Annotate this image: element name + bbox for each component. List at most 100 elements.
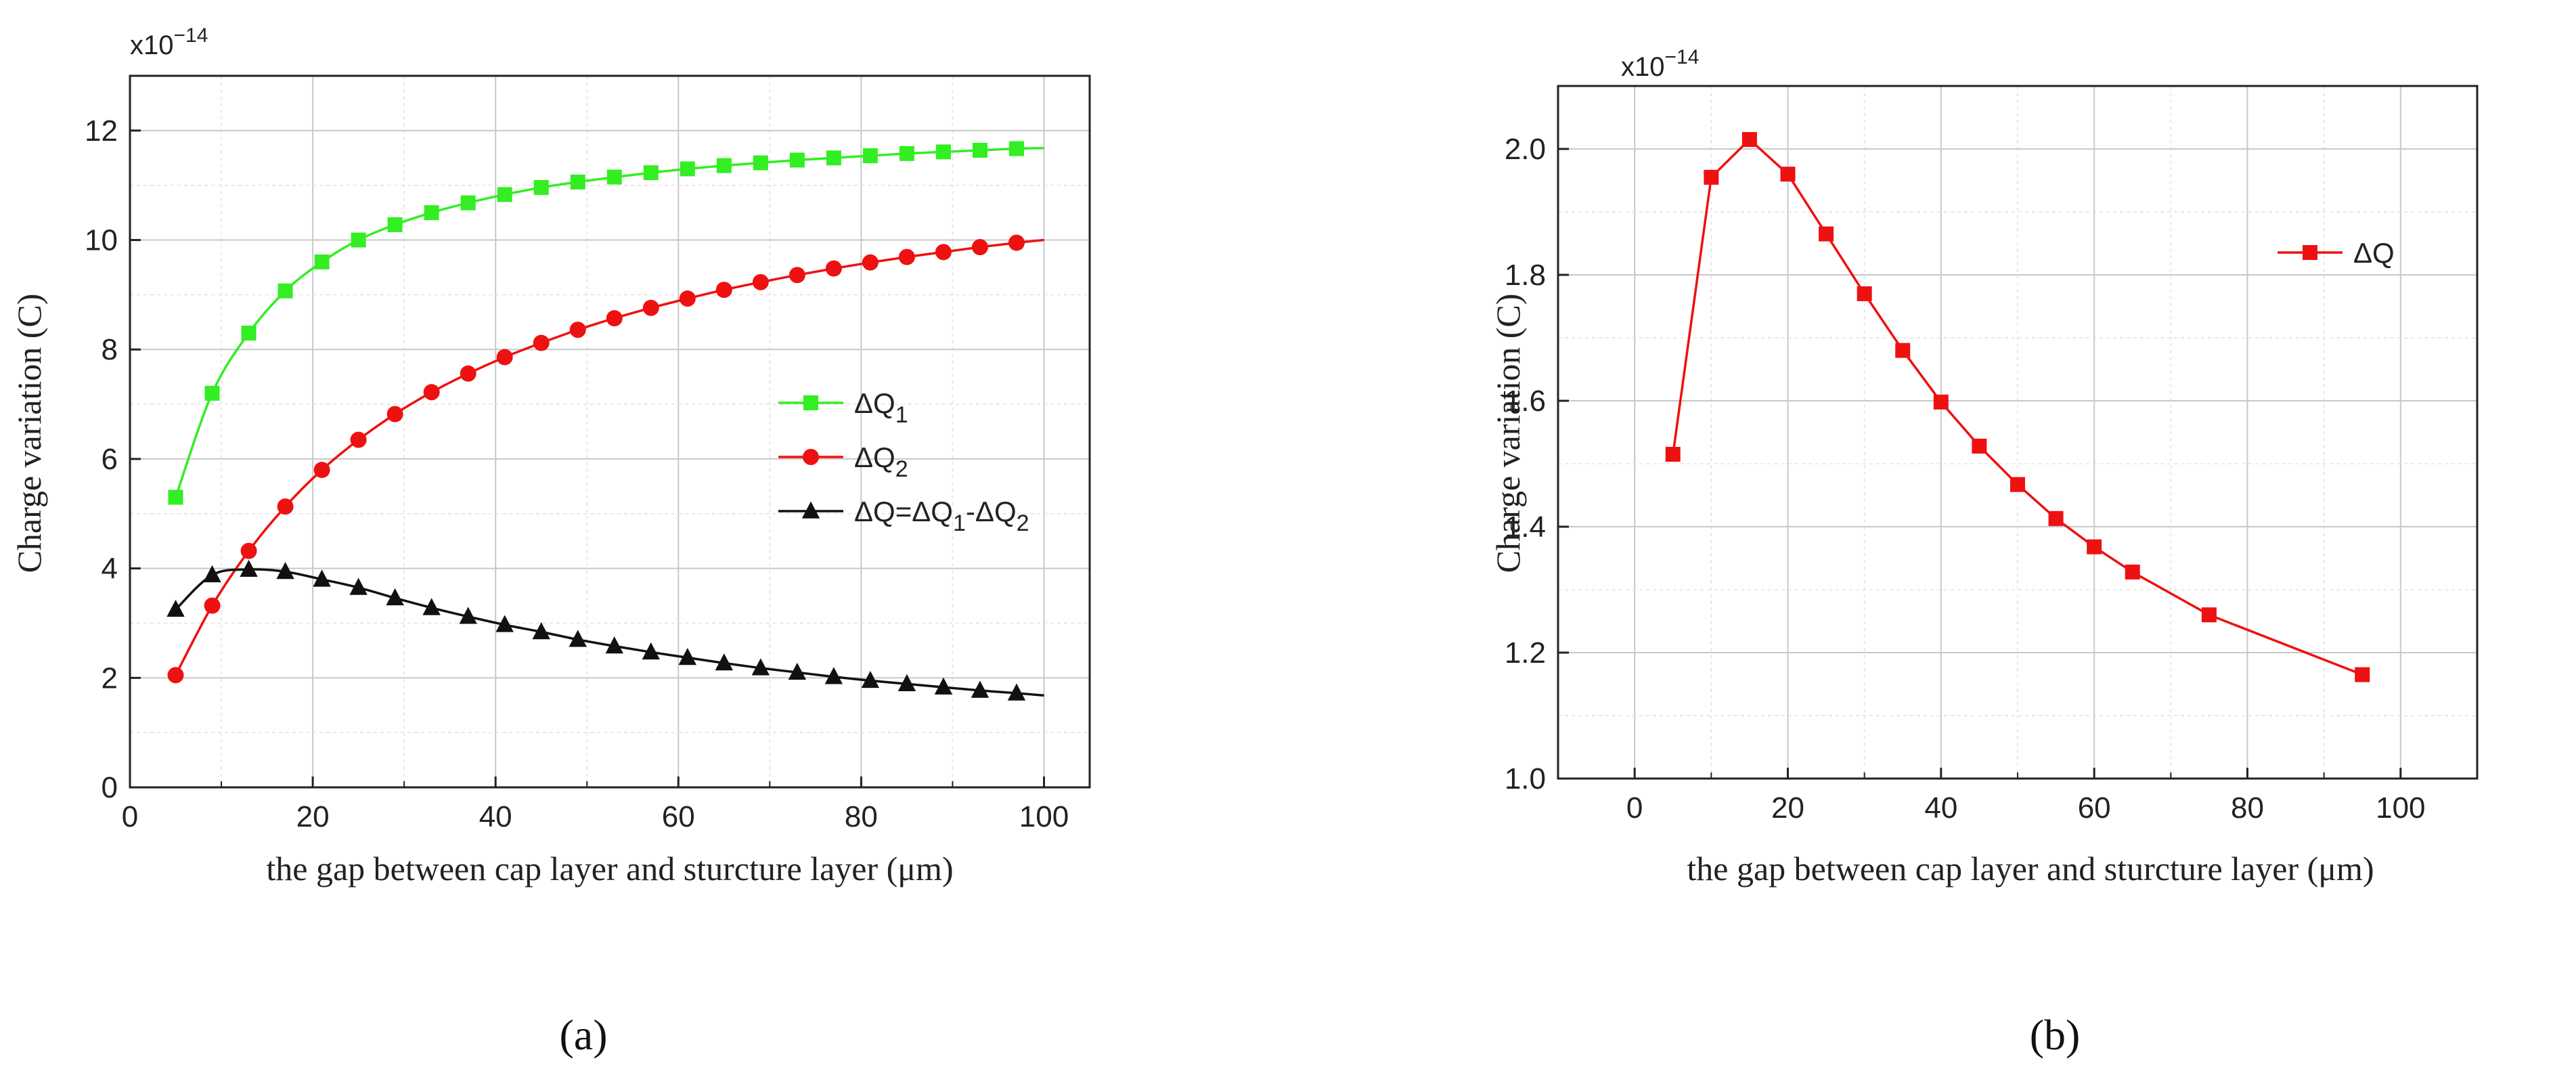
y-tick-label: 10 (85, 224, 118, 257)
data-point (898, 248, 915, 265)
series-line (174, 238, 1044, 676)
axis-ticks: 0 20 40 60 80 100 1.0 1.2 1.4 1.6 1.8 2.0 (1505, 133, 2426, 825)
x-tick-label: 100 (1019, 800, 1069, 833)
x-tick-label: 100 (2376, 791, 2425, 825)
panel-caption: (a) (559, 1011, 607, 1059)
x-tick-label: 40 (479, 800, 512, 833)
y-tick-label: 0 (102, 771, 118, 804)
data-point (533, 334, 550, 351)
data-point (241, 325, 257, 341)
scale-base: x10 (1621, 52, 1665, 82)
data-point (643, 165, 659, 181)
data-point (569, 630, 587, 647)
data-point (424, 205, 439, 221)
data-point (862, 148, 878, 164)
data-point (642, 642, 660, 660)
data-point (203, 565, 221, 583)
data-point (277, 283, 293, 299)
data-point (167, 667, 184, 684)
data-point (460, 365, 476, 382)
data-point (2087, 539, 2102, 554)
series-1 (1665, 132, 2370, 682)
plot-frame (129, 74, 1091, 789)
legend-sub: 1 (953, 510, 966, 536)
data-point (642, 299, 659, 316)
data-point (971, 239, 988, 256)
data-point (459, 607, 477, 624)
data-point (1780, 167, 1796, 182)
data-point (679, 290, 696, 307)
data-point (1857, 286, 1872, 301)
data-point (1704, 169, 1719, 185)
data-point (606, 169, 622, 185)
legend-main: ΔQ (854, 387, 895, 419)
series-line (175, 568, 1044, 697)
grid (130, 76, 1090, 787)
data-point (861, 670, 880, 688)
data-point (350, 431, 367, 448)
scale-label: x10−14 (130, 24, 208, 60)
y-tick-label: 8 (102, 333, 118, 366)
y-tick-label: 6 (102, 443, 118, 476)
legend-entry: ΔQ1 (778, 387, 908, 428)
data-point (314, 254, 330, 269)
data-point (386, 588, 404, 606)
legend-sub: 1 (895, 402, 908, 428)
y-tick-label: 2 (102, 661, 118, 695)
x-tick-label: 80 (845, 800, 878, 833)
data-point (826, 150, 841, 166)
data-point (753, 155, 768, 171)
x-tick-label: 80 (2231, 791, 2264, 825)
scale-exponent: −14 (174, 24, 208, 47)
data-point (678, 647, 696, 665)
data-point (715, 653, 734, 671)
grid (1558, 86, 2477, 779)
y-tick-label: 12 (85, 114, 118, 148)
x-tick-label: 20 (1771, 791, 1804, 825)
data-point (240, 559, 258, 577)
data-point (715, 282, 732, 299)
data-point (605, 636, 623, 654)
data-point (1007, 683, 1026, 701)
data-point (2201, 607, 2217, 623)
data-point (496, 349, 513, 366)
x-tick-label: 60 (662, 800, 695, 833)
scale-label: x10−14 (1621, 46, 1699, 82)
panel-b: 0 20 40 60 80 100 1.0 1.2 1.4 1.6 1.8 2.0 x10−14 the … (1489, 46, 2479, 1059)
legend-marker (2303, 245, 2317, 260)
data-point (349, 577, 368, 595)
x-axis-title: the gap between cap layer and sturcture … (266, 850, 953, 888)
data-point (422, 598, 441, 615)
series-2 (167, 234, 1044, 684)
data-point (387, 217, 403, 232)
data-point (1008, 141, 1024, 156)
y-tick-label: 1.6 (1505, 385, 1546, 418)
series-3 (166, 559, 1044, 701)
data-point (935, 244, 952, 261)
legend-entry: ΔQ (2278, 237, 2395, 269)
data-point (313, 462, 330, 479)
data-point (423, 384, 440, 401)
data-point (716, 158, 732, 173)
data-point (532, 621, 550, 640)
data-point (204, 597, 221, 614)
legend-main: ΔQ=ΔQ (854, 496, 953, 527)
y-tick-label: 2.0 (1505, 133, 1546, 166)
data-point (606, 310, 623, 327)
data-point (168, 489, 183, 505)
x-tick-label: 60 (2078, 791, 2111, 825)
y-tick-label: 1.0 (1505, 762, 1546, 795)
legend-marker (803, 395, 818, 410)
data-point (862, 254, 879, 271)
data-point (789, 152, 805, 168)
data-point (899, 146, 914, 161)
data-point (533, 179, 549, 195)
y-tick-label: 1.4 (1505, 510, 1546, 544)
legend-sub2: 2 (1017, 510, 1029, 536)
data-point (2355, 667, 2370, 682)
legend-label: ΔQ (2353, 237, 2395, 269)
data-point (897, 674, 916, 692)
scale-exponent: −14 (1665, 46, 1700, 68)
